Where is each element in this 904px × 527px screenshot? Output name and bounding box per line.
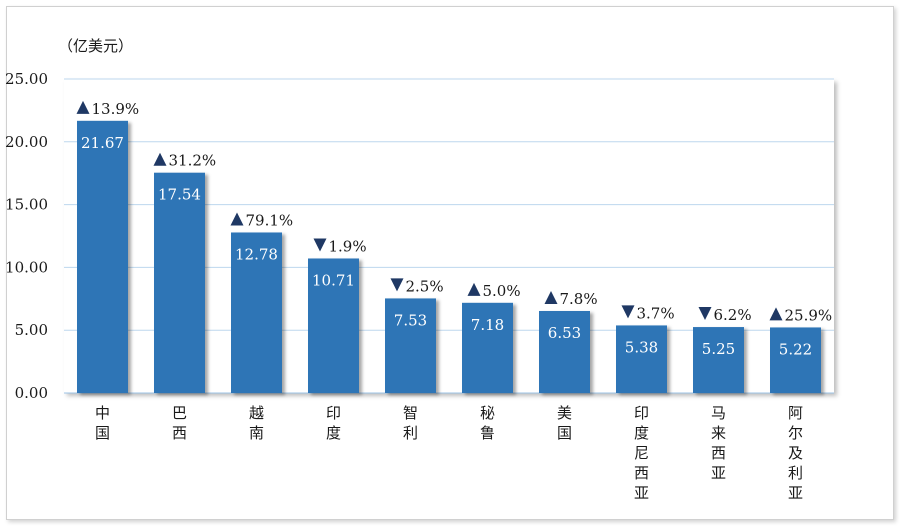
category-label: 中国 xyxy=(95,404,110,442)
down-triangle-icon xyxy=(698,307,712,321)
up-triangle-icon xyxy=(76,100,90,114)
change-labels: 13.9% 31.2% 79.1% 1.9% 2.5% 5.0% 7.8% 3.7% 6.2% 2… xyxy=(76,100,833,324)
change-indicator: 6.2% xyxy=(698,306,752,324)
change-indicator: 7.8% xyxy=(544,290,598,308)
change-percent-label: 13.9% xyxy=(92,100,140,118)
y-tick-label: 5.00 xyxy=(15,321,48,339)
down-triangle-icon xyxy=(621,305,635,319)
change-percent-label: 1.9% xyxy=(329,237,367,255)
bar xyxy=(539,310,590,393)
up-triangle-icon xyxy=(544,290,558,304)
change-percent-label: 6.2% xyxy=(714,306,752,324)
category-labels: 中国 巴西 越南 印度 智利 秘鲁 美国 印度尼西亚 马来西亚 阿尔及利亚 xyxy=(95,404,803,502)
change-indicator: 1.9% xyxy=(313,237,367,255)
bars xyxy=(77,120,821,393)
bar xyxy=(770,327,821,393)
category-label: 秘鲁 xyxy=(480,404,495,442)
y-tick-label: 20.00 xyxy=(5,133,48,151)
category-label: 马来西亚 xyxy=(711,404,726,482)
category-label: 美国 xyxy=(557,404,572,442)
bar-value-label: 7.18 xyxy=(471,316,504,334)
change-indicator: 2.5% xyxy=(390,277,444,295)
up-triangle-icon xyxy=(769,307,783,321)
bar-value-label: 7.53 xyxy=(394,311,427,329)
category-label: 印度尼西亚 xyxy=(634,404,649,502)
change-indicator: 5.0% xyxy=(467,282,521,300)
y-tick-label: 0.00 xyxy=(15,384,48,402)
category-label: 阿尔及利亚 xyxy=(788,404,803,502)
change-percent-label: 31.2% xyxy=(169,152,217,170)
unit-label: （亿美元） xyxy=(58,37,133,55)
down-triangle-icon xyxy=(390,278,404,292)
bar-value-label: 5.25 xyxy=(702,340,735,358)
category-label: 巴西 xyxy=(172,404,187,442)
y-tick-label: 25.00 xyxy=(5,70,48,88)
bar xyxy=(308,258,359,393)
bar-value-label: 21.67 xyxy=(81,134,124,152)
change-percent-label: 7.8% xyxy=(560,290,598,308)
bar-value-label: 5.38 xyxy=(625,338,658,356)
bar xyxy=(462,302,513,393)
y-tick-label: 10.00 xyxy=(5,258,48,276)
bar-value-label: 10.71 xyxy=(312,271,355,289)
change-indicator: 13.9% xyxy=(76,100,140,118)
bar xyxy=(77,120,128,393)
change-indicator: 31.2% xyxy=(153,152,217,170)
up-triangle-icon xyxy=(230,212,244,226)
category-label: 越南 xyxy=(249,404,264,442)
y-tick-label: 15.00 xyxy=(5,196,48,214)
category-label: 印度 xyxy=(326,404,341,442)
category-label: 智利 xyxy=(403,404,418,442)
bar-value-label: 6.53 xyxy=(548,324,581,342)
down-triangle-icon xyxy=(313,238,327,252)
bar xyxy=(693,327,744,393)
change-percent-label: 2.5% xyxy=(406,277,444,295)
up-triangle-icon xyxy=(467,282,481,296)
change-indicator: 79.1% xyxy=(230,211,294,229)
change-percent-label: 79.1% xyxy=(246,211,294,229)
bar xyxy=(154,172,205,393)
y-axis-ticks: 0.00 5.00 10.00 15.00 20.00 25.00 xyxy=(5,70,48,402)
change-indicator: 25.9% xyxy=(769,306,833,324)
change-percent-label: 5.0% xyxy=(483,282,521,300)
value-labels: 21.67 17.54 12.78 10.71 7.53 7.18 6.53 5.38 5.25… xyxy=(81,134,812,359)
up-triangle-icon xyxy=(153,152,167,166)
bar xyxy=(616,325,667,393)
bar-value-label: 12.78 xyxy=(235,245,278,263)
change-percent-label: 25.9% xyxy=(785,306,833,324)
bar xyxy=(231,232,282,393)
change-percent-label: 3.7% xyxy=(637,304,675,322)
change-indicator: 3.7% xyxy=(621,304,675,322)
bar xyxy=(385,298,436,393)
bar-value-label: 5.22 xyxy=(779,340,812,358)
bar-value-label: 17.54 xyxy=(158,186,201,204)
